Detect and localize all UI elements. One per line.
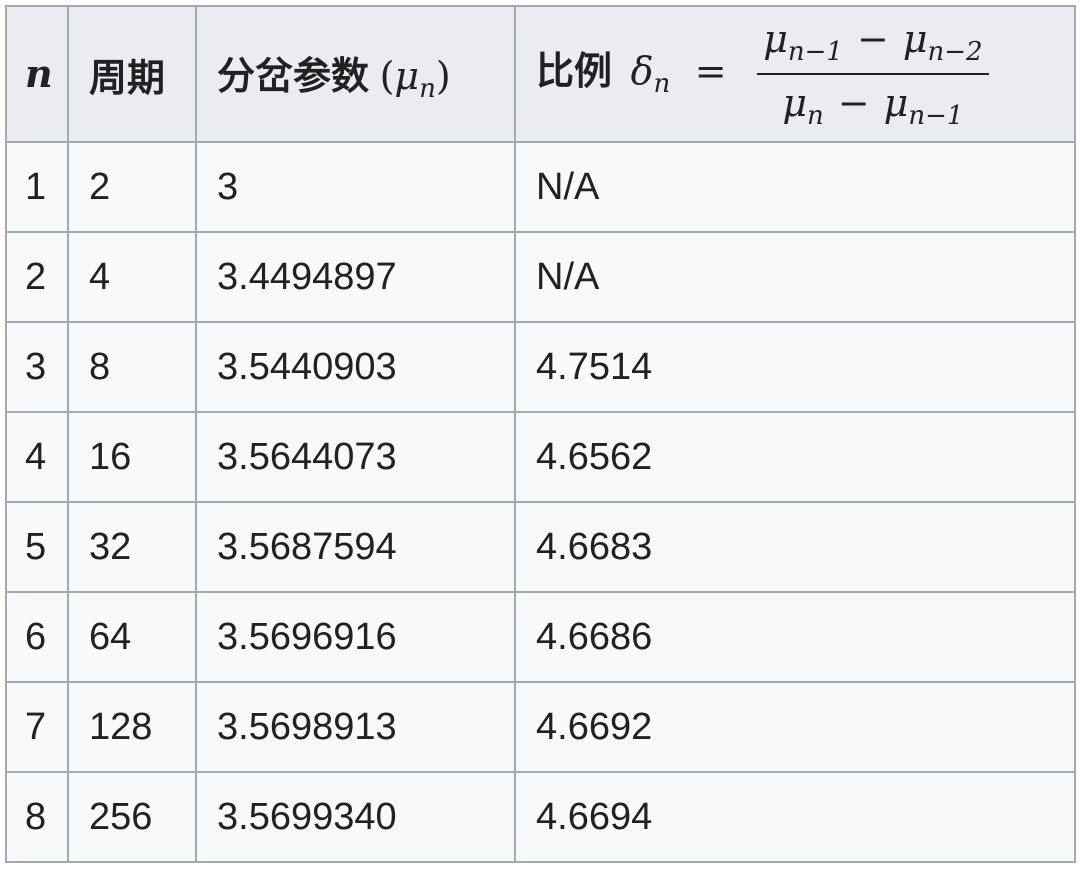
header-row: n 周期 分岔参数 (μn) 比例 δn = μn−1− μn−2 μn − μn−1 (5, 5, 1076, 143)
equals-sign: = (694, 49, 727, 94)
cell-period: 256 (67, 771, 197, 863)
cell-n: 3 (5, 321, 69, 413)
mu-sub: n (419, 73, 436, 104)
table-row: 4 16 3.5644073 4.6562 (5, 411, 1076, 503)
cell-mu: 3.5644073 (195, 411, 516, 503)
delta-sub: n (653, 69, 671, 100)
cell-mu: 3.5696916 (195, 591, 516, 683)
num-b: μ (902, 17, 928, 61)
cell-ratio: 4.6686 (514, 591, 1076, 683)
table-row: 8 256 3.5699340 4.6694 (5, 771, 1076, 863)
fraction-denominator: μn − μn−1 (782, 75, 963, 131)
cell-n: 5 (5, 501, 69, 593)
header-n-text: n (25, 51, 53, 96)
cell-period: 8 (67, 321, 197, 413)
cell-n: 8 (5, 771, 69, 863)
cell-period: 4 (67, 231, 197, 323)
header-ratio: 比例 δn = μn−1− μn−2 μn − μn−1 (514, 5, 1076, 143)
feigenbaum-table: n 周期 分岔参数 (μn) 比例 δn = μn−1− μn−2 μn − μn−1 (5, 5, 1076, 863)
cell-ratio: 4.6694 (514, 771, 1076, 863)
den-a: μ (782, 81, 808, 125)
num-minus: − (856, 17, 889, 61)
den-minus: − (837, 81, 870, 125)
cell-ratio: 4.7514 (514, 321, 1076, 413)
num-a: μ (763, 17, 788, 61)
table-row: 2 4 3.4494897 N/A (5, 231, 1076, 323)
table-row: 5 32 3.5687594 4.6683 (5, 501, 1076, 593)
header-period: 周期 (67, 5, 197, 143)
cell-ratio: 4.6692 (514, 681, 1076, 773)
header-param: 分岔参数 (μn) (195, 5, 516, 143)
table-body: 1 2 3 N/A 2 4 3.4494897 N/A 3 8 3.5440903 4.7514 4 16… (5, 141, 1076, 863)
num-b-sub: n−2 (927, 37, 983, 67)
cell-period: 2 (67, 141, 197, 233)
header-n: n (5, 5, 69, 143)
table-row: 1 2 3 N/A (5, 141, 1076, 233)
cell-n: 6 (5, 591, 69, 683)
den-b: μ (883, 81, 909, 125)
num-a-sub: n−1 (787, 37, 843, 67)
cell-mu: 3.5698913 (195, 681, 516, 773)
header-param-label: 分岔参数 (217, 55, 370, 98)
den-b-sub: n−1 (908, 101, 964, 131)
cell-period: 64 (67, 591, 197, 683)
cell-period: 128 (67, 681, 197, 773)
cell-ratio: N/A (514, 141, 1076, 233)
ratio-fraction: μn−1− μn−2 μn − μn−1 (757, 17, 989, 131)
table-row: 7 128 3.5698913 4.6692 (5, 681, 1076, 773)
cell-n: 4 (5, 411, 69, 503)
delta-symbol: δ (630, 49, 654, 94)
header-ratio-label: 比例 (536, 51, 613, 94)
cell-ratio: 4.6562 (514, 411, 1076, 503)
cell-mu: 3.5687594 (195, 501, 516, 593)
cell-n: 7 (5, 681, 69, 773)
cell-mu: 3.5440903 (195, 321, 516, 413)
cell-mu: 3.4494897 (195, 231, 516, 323)
cell-n: 1 (5, 141, 69, 233)
table-row: 3 8 3.5440903 4.7514 (5, 321, 1076, 413)
cell-mu: 3.5699340 (195, 771, 516, 863)
cell-period: 32 (67, 501, 197, 593)
table-row: 6 64 3.5696916 4.6686 (5, 591, 1076, 683)
cell-n: 2 (5, 231, 69, 323)
mu-symbol: μ (394, 53, 420, 98)
cell-ratio: 4.6683 (514, 501, 1076, 593)
cell-mu: 3 (195, 141, 516, 233)
den-a-sub: n (807, 101, 824, 131)
cell-ratio: N/A (514, 231, 1076, 323)
cell-period: 16 (67, 411, 197, 503)
fraction-numerator: μn−1− μn−2 (757, 17, 989, 75)
